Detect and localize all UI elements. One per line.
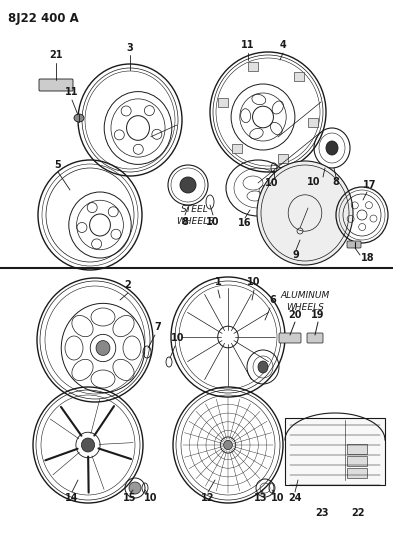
FancyBboxPatch shape xyxy=(217,99,228,108)
Text: STEEL: STEEL xyxy=(181,206,209,214)
FancyBboxPatch shape xyxy=(248,62,258,71)
Text: 15: 15 xyxy=(123,493,137,503)
Ellipse shape xyxy=(258,361,268,373)
Bar xyxy=(347,468,367,478)
Bar xyxy=(347,456,367,466)
Text: 3: 3 xyxy=(127,43,133,53)
Text: WHEELS: WHEELS xyxy=(176,217,214,227)
Text: 19: 19 xyxy=(311,310,325,320)
Text: 20: 20 xyxy=(288,310,302,320)
FancyBboxPatch shape xyxy=(232,144,242,153)
Ellipse shape xyxy=(180,177,196,193)
Text: 10: 10 xyxy=(206,217,220,227)
Text: 4: 4 xyxy=(280,40,286,50)
Text: 21: 21 xyxy=(49,50,63,60)
Text: 7: 7 xyxy=(154,322,162,332)
Text: 10: 10 xyxy=(144,493,158,503)
Ellipse shape xyxy=(96,341,110,356)
Text: 10: 10 xyxy=(247,277,261,287)
FancyBboxPatch shape xyxy=(309,118,318,126)
Text: 22: 22 xyxy=(351,508,365,518)
Text: 23: 23 xyxy=(315,508,329,518)
FancyBboxPatch shape xyxy=(347,241,361,248)
FancyBboxPatch shape xyxy=(279,333,301,343)
Text: 5: 5 xyxy=(55,160,61,170)
Text: 10: 10 xyxy=(307,177,321,187)
Text: 9: 9 xyxy=(293,250,299,260)
Bar xyxy=(285,417,385,485)
Text: 8: 8 xyxy=(332,177,340,187)
Text: 11: 11 xyxy=(65,87,79,97)
Text: 16: 16 xyxy=(238,218,252,228)
FancyBboxPatch shape xyxy=(39,79,73,91)
Text: 18: 18 xyxy=(361,253,375,263)
Ellipse shape xyxy=(74,114,84,122)
Ellipse shape xyxy=(81,438,95,452)
Text: 6: 6 xyxy=(270,295,276,305)
Text: 14: 14 xyxy=(65,493,79,503)
FancyBboxPatch shape xyxy=(294,72,304,81)
FancyBboxPatch shape xyxy=(278,154,288,163)
Text: 10: 10 xyxy=(171,333,185,343)
Ellipse shape xyxy=(257,161,353,265)
Text: 8: 8 xyxy=(182,217,188,227)
Text: WHEELS: WHEELS xyxy=(286,303,324,311)
Text: 17: 17 xyxy=(363,180,377,190)
Text: ALUMINUM: ALUMINUM xyxy=(280,290,330,300)
Text: 11: 11 xyxy=(241,40,255,50)
Ellipse shape xyxy=(326,141,338,155)
Bar xyxy=(347,444,367,454)
Text: 10: 10 xyxy=(265,178,279,188)
Text: 10: 10 xyxy=(271,493,285,503)
Text: 8J22 400 A: 8J22 400 A xyxy=(8,12,79,25)
Text: 24: 24 xyxy=(288,493,302,503)
Text: 2: 2 xyxy=(125,280,131,290)
Text: 12: 12 xyxy=(201,493,215,503)
Text: 13: 13 xyxy=(254,493,268,503)
Text: 1: 1 xyxy=(215,277,221,287)
FancyBboxPatch shape xyxy=(307,333,323,343)
Ellipse shape xyxy=(129,482,141,494)
Ellipse shape xyxy=(224,440,232,450)
